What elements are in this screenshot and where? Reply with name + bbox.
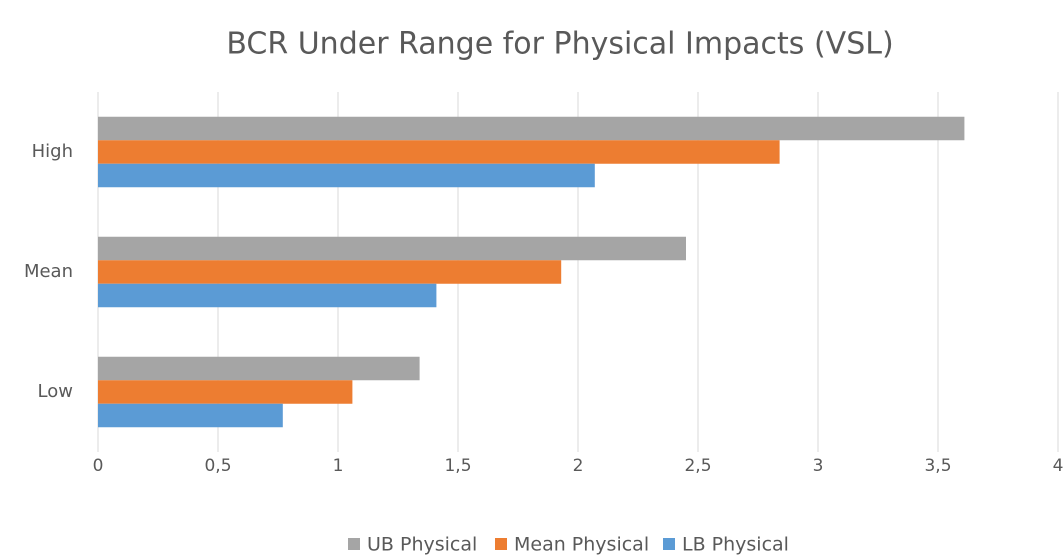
bar: [98, 283, 437, 308]
legend-swatch: [663, 538, 675, 550]
x-tick-label: 2,5: [684, 456, 711, 476]
bar: [98, 163, 595, 188]
y-tick-label: High: [32, 141, 73, 162]
x-tick-label: 3: [813, 456, 824, 476]
legend-label: UB Physical: [367, 534, 477, 556]
bar: [98, 140, 780, 164]
y-tick-label: Low: [38, 381, 73, 402]
x-tick-label: 0: [93, 456, 104, 476]
legend-label: Mean Physical: [514, 534, 649, 556]
bar: [98, 116, 965, 141]
x-tick-label: 0,5: [204, 456, 231, 476]
chart-title: BCR Under Range for Physical Impacts (VS…: [226, 27, 893, 62]
x-tick-label: 2: [573, 456, 584, 476]
legend-swatch: [348, 538, 360, 550]
bar: [98, 236, 686, 261]
x-tick-label: 1: [333, 456, 344, 476]
bar: [98, 403, 283, 428]
bar: [98, 380, 353, 404]
bar: [98, 260, 562, 284]
x-tick-label: 3,5: [924, 456, 951, 476]
y-tick-label: Mean: [24, 261, 73, 282]
x-tick-label: 4: [1053, 456, 1063, 476]
legend-swatch: [495, 538, 507, 550]
x-tick-label: 1,5: [444, 456, 471, 476]
legend-label: LB Physical: [682, 534, 789, 556]
bar: [98, 356, 420, 381]
